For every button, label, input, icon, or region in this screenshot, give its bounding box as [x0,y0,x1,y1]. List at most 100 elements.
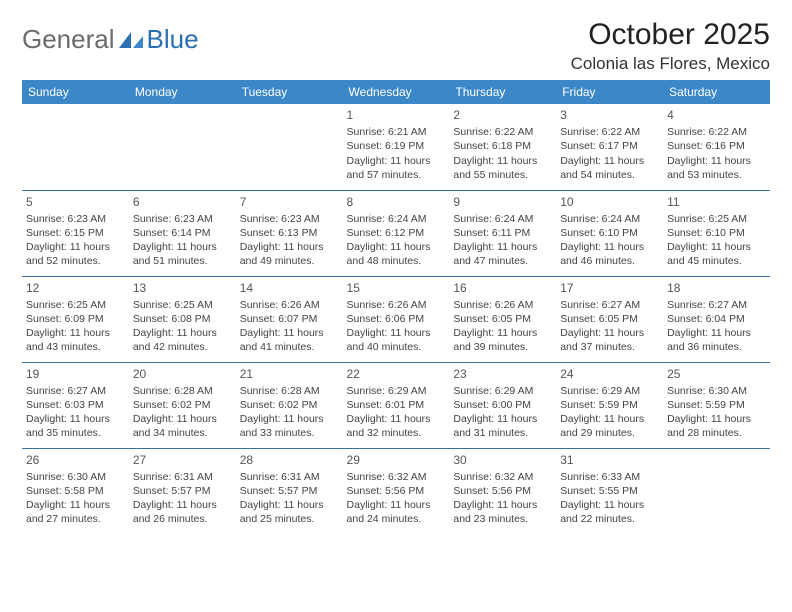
daylight-line: Daylight: 11 hours and 35 minutes. [26,412,125,440]
day-number: 22 [347,366,446,382]
calendar-day-cell: 18Sunrise: 6:27 AMSunset: 6:04 PMDayligh… [663,276,770,362]
sunrise-line: Sunrise: 6:22 AM [560,125,659,139]
day-header: Saturday [663,80,770,104]
calendar-day-cell: 30Sunrise: 6:32 AMSunset: 5:56 PMDayligh… [449,448,556,534]
sunset-line: Sunset: 5:59 PM [667,398,766,412]
day-number: 9 [453,194,552,210]
calendar-day-cell: 22Sunrise: 6:29 AMSunset: 6:01 PMDayligh… [343,362,450,448]
calendar-day-cell: 27Sunrise: 6:31 AMSunset: 5:57 PMDayligh… [129,448,236,534]
sunrise-line: Sunrise: 6:31 AM [240,470,339,484]
sunset-line: Sunset: 6:07 PM [240,312,339,326]
calendar-day-cell: 19Sunrise: 6:27 AMSunset: 6:03 PMDayligh… [22,362,129,448]
calendar-day-cell: 1Sunrise: 6:21 AMSunset: 6:19 PMDaylight… [343,104,450,190]
sunrise-line: Sunrise: 6:27 AM [667,298,766,312]
day-number: 2 [453,107,552,123]
day-number: 27 [133,452,232,468]
sunset-line: Sunset: 6:19 PM [347,139,446,153]
day-number: 28 [240,452,339,468]
day-number: 25 [667,366,766,382]
day-number: 7 [240,194,339,210]
sunrise-line: Sunrise: 6:24 AM [347,212,446,226]
daylight-line: Daylight: 11 hours and 41 minutes. [240,326,339,354]
header: General Blue October 2025 Colonia las Fl… [22,18,770,74]
day-header: Thursday [449,80,556,104]
sunrise-line: Sunrise: 6:32 AM [347,470,446,484]
day-header: Monday [129,80,236,104]
day-number: 23 [453,366,552,382]
daylight-line: Daylight: 11 hours and 23 minutes. [453,498,552,526]
calendar-day-cell: 29Sunrise: 6:32 AMSunset: 5:56 PMDayligh… [343,448,450,534]
sunset-line: Sunset: 6:12 PM [347,226,446,240]
sunrise-line: Sunrise: 6:25 AM [133,298,232,312]
calendar-day-cell: 17Sunrise: 6:27 AMSunset: 6:05 PMDayligh… [556,276,663,362]
calendar-day-cell: 9 Sunrise: 6:24 AMSunset: 6:11 PMDaylight… [449,190,556,276]
sunset-line: Sunset: 5:57 PM [133,484,232,498]
calendar-table: SundayMondayTuesdayWednesdayThursdayFrid… [22,80,770,534]
calendar-empty-cell [236,104,343,190]
logo-text-general: General [22,24,115,55]
day-number: 14 [240,280,339,296]
daylight-line: Daylight: 11 hours and 53 minutes. [667,154,766,182]
daylight-line: Daylight: 11 hours and 22 minutes. [560,498,659,526]
day-number: 5 [26,194,125,210]
sunset-line: Sunset: 6:15 PM [26,226,125,240]
daylight-line: Daylight: 11 hours and 57 minutes. [347,154,446,182]
sunset-line: Sunset: 6:02 PM [240,398,339,412]
sunrise-line: Sunrise: 6:28 AM [240,384,339,398]
sunset-line: Sunset: 6:10 PM [560,226,659,240]
sunrise-line: Sunrise: 6:23 AM [26,212,125,226]
sunrise-line: Sunrise: 6:26 AM [347,298,446,312]
day-number: 13 [133,280,232,296]
sunrise-line: Sunrise: 6:26 AM [240,298,339,312]
sunset-line: Sunset: 6:10 PM [667,226,766,240]
logo-sail-icon [117,30,145,50]
daylight-line: Daylight: 11 hours and 54 minutes. [560,154,659,182]
sunset-line: Sunset: 6:13 PM [240,226,339,240]
sunset-line: Sunset: 6:16 PM [667,139,766,153]
sunrise-line: Sunrise: 6:24 AM [453,212,552,226]
day-number: 30 [453,452,552,468]
day-header: Sunday [22,80,129,104]
day-number: 18 [667,280,766,296]
daylight-line: Daylight: 11 hours and 52 minutes. [26,240,125,268]
calendar-week-row: 26Sunrise: 6:30 AMSunset: 5:58 PMDayligh… [22,448,770,534]
calendar-day-cell: 4 Sunrise: 6:22 AMSunset: 6:16 PMDaylight… [663,104,770,190]
sunset-line: Sunset: 6:14 PM [133,226,232,240]
daylight-line: Daylight: 11 hours and 49 minutes. [240,240,339,268]
day-number: 29 [347,452,446,468]
day-number: 4 [667,107,766,123]
daylight-line: Daylight: 11 hours and 42 minutes. [133,326,232,354]
calendar-day-cell: 20Sunrise: 6:28 AMSunset: 6:02 PMDayligh… [129,362,236,448]
daylight-line: Daylight: 11 hours and 40 minutes. [347,326,446,354]
daylight-line: Daylight: 11 hours and 34 minutes. [133,412,232,440]
day-number: 20 [133,366,232,382]
calendar-day-cell: 6Sunrise: 6:23 AMSunset: 6:14 PMDaylight… [129,190,236,276]
title-block: October 2025 Colonia las Flores, Mexico [571,18,770,74]
calendar-day-cell: 31Sunrise: 6:33 AMSunset: 5:55 PMDayligh… [556,448,663,534]
sunset-line: Sunset: 5:57 PM [240,484,339,498]
calendar-day-cell: 13Sunrise: 6:25 AMSunset: 6:08 PMDayligh… [129,276,236,362]
daylight-line: Daylight: 11 hours and 46 minutes. [560,240,659,268]
sunrise-line: Sunrise: 6:21 AM [347,125,446,139]
daylight-line: Daylight: 11 hours and 47 minutes. [453,240,552,268]
day-number: 11 [667,194,766,210]
calendar-day-cell: 16Sunrise: 6:26 AMSunset: 6:05 PMDayligh… [449,276,556,362]
sunrise-line: Sunrise: 6:33 AM [560,470,659,484]
calendar-week-row: 19Sunrise: 6:27 AMSunset: 6:03 PMDayligh… [22,362,770,448]
daylight-line: Daylight: 11 hours and 27 minutes. [26,498,125,526]
sunrise-line: Sunrise: 6:22 AM [667,125,766,139]
day-number: 17 [560,280,659,296]
location-subtitle: Colonia las Flores, Mexico [571,54,770,74]
calendar-day-cell: 14 Sunrise: 6:26 AMSunset: 6:07 PMDayligh… [236,276,343,362]
calendar-day-cell: 28Sunrise: 6:31 AMSunset: 5:57 PMDayligh… [236,448,343,534]
calendar-day-cell: 8Sunrise: 6:24 AMSunset: 6:12 PMDaylight… [343,190,450,276]
daylight-line: Daylight: 11 hours and 32 minutes. [347,412,446,440]
calendar-day-cell: 25Sunrise: 6:30 AMSunset: 5:59 PMDayligh… [663,362,770,448]
sunset-line: Sunset: 6:11 PM [453,226,552,240]
sunset-line: Sunset: 5:56 PM [453,484,552,498]
calendar-week-row: 1Sunrise: 6:21 AMSunset: 6:19 PMDaylight… [22,104,770,190]
daylight-line: Daylight: 11 hours and 39 minutes. [453,326,552,354]
sunset-line: Sunset: 5:59 PM [560,398,659,412]
sunrise-line: Sunrise: 6:30 AM [667,384,766,398]
calendar-day-cell: 3Sunrise: 6:22 AMSunset: 6:17 PMDaylight… [556,104,663,190]
